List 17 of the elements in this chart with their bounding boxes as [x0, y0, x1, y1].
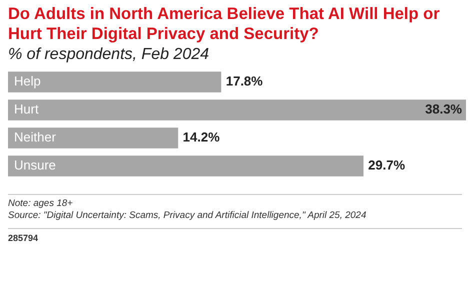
y-tick-label: Unsure	[14, 158, 56, 173]
y-tick-label: Help	[14, 74, 41, 89]
y-tick-label: Neither	[14, 130, 57, 145]
text: 285794	[8, 228, 462, 243]
chart-subtitle: % of respondents, Feb 2024	[8, 45, 210, 65]
text: Note: ages 18+	[8, 198, 74, 210]
y-tick-label: Hurt	[14, 102, 39, 117]
bar	[8, 128, 178, 148]
chart-title: Do Adults in North America Believe That AI Will Help or Hurt Their Digital Privacy and Security?	[8, 4, 441, 44]
bar	[8, 72, 222, 92]
data-label: 38.3%	[425, 102, 462, 117]
bar	[8, 100, 466, 120]
source-note: Source: "Digital Uncertainty: Scams, Privacy and Artificial Intelligence," April 25, 2024	[8, 210, 368, 222]
data-label: 17.8%	[226, 74, 264, 89]
data-label: 29.7%	[368, 158, 406, 173]
data-label: 14.2%	[182, 130, 220, 145]
bar	[8, 156, 364, 176]
